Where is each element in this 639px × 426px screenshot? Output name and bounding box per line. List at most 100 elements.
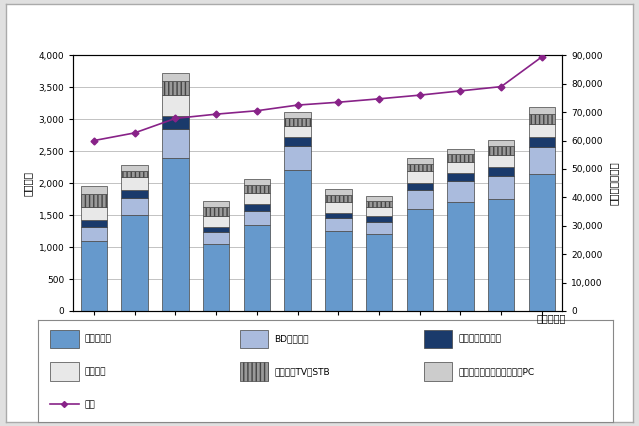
- Bar: [406, 171, 433, 182]
- Bar: [488, 167, 514, 176]
- Bar: [447, 154, 473, 162]
- FancyBboxPatch shape: [424, 330, 452, 348]
- Text: チューナ: チューナ: [84, 367, 106, 376]
- 累計: [294, 103, 302, 108]
- Bar: [447, 173, 473, 181]
- 累計: [497, 84, 505, 89]
- Bar: [325, 213, 351, 218]
- Bar: [528, 147, 555, 174]
- Bar: [488, 199, 514, 311]
- Bar: [406, 158, 433, 164]
- Bar: [243, 210, 270, 225]
- Bar: [528, 107, 555, 115]
- Bar: [121, 198, 148, 215]
- Bar: [81, 186, 107, 194]
- Bar: [81, 241, 107, 311]
- FancyBboxPatch shape: [240, 330, 268, 348]
- 累計: [212, 112, 220, 117]
- Bar: [366, 216, 392, 222]
- Text: 地上デジタルチューナ内蔵PC: 地上デジタルチューナ内蔵PC: [458, 367, 534, 376]
- FancyBboxPatch shape: [424, 363, 452, 381]
- Bar: [488, 155, 514, 167]
- Line: 累計: 累計: [91, 55, 544, 143]
- Bar: [528, 174, 555, 311]
- Bar: [243, 179, 270, 185]
- Bar: [81, 227, 107, 241]
- Bar: [325, 218, 351, 231]
- Bar: [366, 201, 392, 207]
- 累計: [90, 138, 98, 143]
- Bar: [121, 177, 148, 190]
- 累計: [253, 108, 261, 113]
- Text: 累計: 累計: [84, 400, 95, 409]
- Y-axis label: （累計・千台）: （累計・千台）: [608, 161, 619, 205]
- Bar: [203, 201, 229, 207]
- Bar: [406, 164, 433, 171]
- Bar: [243, 204, 270, 210]
- Bar: [203, 232, 229, 244]
- Bar: [162, 81, 189, 95]
- Bar: [366, 196, 392, 201]
- Bar: [488, 176, 514, 199]
- Bar: [447, 149, 473, 154]
- Bar: [162, 72, 189, 81]
- Bar: [284, 170, 311, 311]
- Text: デジタルレコーダ: デジタルレコーダ: [458, 334, 501, 343]
- Bar: [121, 215, 148, 311]
- Bar: [528, 115, 555, 124]
- Bar: [325, 202, 351, 213]
- Bar: [406, 182, 433, 190]
- Bar: [81, 220, 107, 227]
- FancyBboxPatch shape: [50, 363, 79, 381]
- Bar: [243, 225, 270, 311]
- Bar: [366, 234, 392, 311]
- Bar: [447, 202, 473, 311]
- Bar: [528, 124, 555, 136]
- Bar: [121, 190, 148, 198]
- FancyBboxPatch shape: [240, 363, 268, 381]
- Bar: [406, 190, 433, 209]
- Bar: [203, 227, 229, 232]
- Bar: [406, 209, 433, 311]
- Bar: [447, 181, 473, 202]
- Bar: [81, 194, 107, 207]
- 累計: [131, 130, 139, 135]
- Bar: [284, 126, 311, 137]
- Bar: [121, 164, 148, 171]
- Bar: [162, 116, 189, 129]
- Text: 薄型テレビ: 薄型テレビ: [84, 334, 111, 343]
- FancyBboxPatch shape: [50, 330, 79, 348]
- 累計: [457, 88, 465, 93]
- Text: （年・月）: （年・月）: [536, 313, 566, 323]
- Bar: [203, 244, 229, 311]
- Y-axis label: （千台）: （千台）: [23, 171, 33, 196]
- Bar: [203, 207, 229, 216]
- Bar: [203, 216, 229, 227]
- 累計: [334, 100, 342, 105]
- 累計: [538, 54, 546, 59]
- 累計: [375, 96, 383, 101]
- Bar: [488, 140, 514, 146]
- 累計: [416, 92, 424, 98]
- Bar: [121, 171, 148, 177]
- Bar: [284, 118, 311, 126]
- Bar: [162, 158, 189, 311]
- Bar: [81, 207, 107, 220]
- Bar: [243, 185, 270, 193]
- Bar: [284, 146, 311, 170]
- Bar: [162, 95, 189, 116]
- Bar: [325, 189, 351, 195]
- Text: BDレコーダ: BDレコーダ: [274, 334, 309, 343]
- Bar: [325, 231, 351, 311]
- Bar: [284, 137, 311, 146]
- Bar: [366, 222, 392, 234]
- Bar: [162, 129, 189, 158]
- Bar: [325, 195, 351, 202]
- Bar: [488, 146, 514, 155]
- Bar: [366, 207, 392, 216]
- Text: ケーブルTV用STB: ケーブルTV用STB: [274, 367, 330, 376]
- Bar: [243, 193, 270, 204]
- Bar: [447, 162, 473, 173]
- Bar: [284, 112, 311, 118]
- Bar: [528, 136, 555, 147]
